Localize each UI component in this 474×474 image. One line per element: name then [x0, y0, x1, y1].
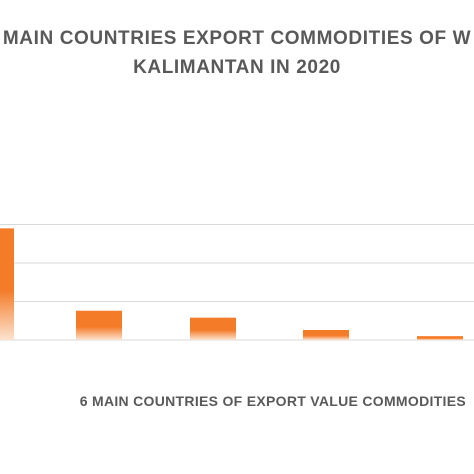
x-axis-title: 6 MAIN COUNTRIES OF EXPORT VALUE COMMODI…: [79, 393, 466, 409]
chart-title-line-1: MAIN COUNTRIES EXPORT COMMODITIES OF W: [2, 28, 472, 49]
bar-1: [0, 228, 14, 340]
bar-3: [190, 317, 236, 340]
bar-4: [303, 329, 349, 340]
bar-5: [417, 336, 463, 340]
bars: [0, 228, 463, 340]
gridlines: [0, 224, 474, 341]
chart-title-line-2: KALIMANTAN IN 2020: [133, 57, 341, 78]
bar-2: [76, 310, 122, 340]
